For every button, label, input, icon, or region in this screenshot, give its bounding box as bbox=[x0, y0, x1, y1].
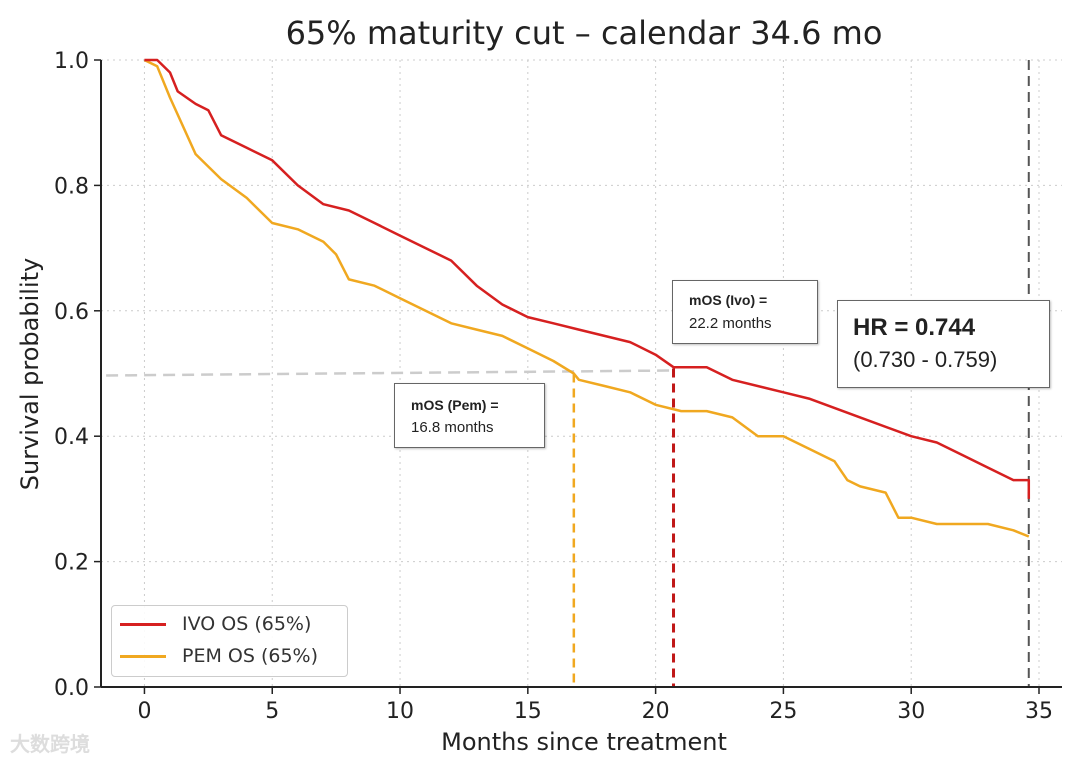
x-tick-label: 30 bbox=[897, 699, 925, 724]
y-tick-label: 1.0 bbox=[54, 49, 89, 74]
median-reference-line bbox=[106, 369, 674, 377]
y-tick-label: 0.8 bbox=[54, 174, 89, 199]
survival-curve-pem bbox=[143, 58, 1030, 538]
ivo-median-annotation: mOS (Ivo) = 22.2 months bbox=[672, 280, 818, 344]
hazard-ratio-ci: (0.730 - 0.759) bbox=[853, 347, 998, 372]
x-tick-label: 5 bbox=[265, 699, 279, 724]
legend-item-pem: PEM OS (65%) bbox=[120, 645, 318, 667]
x-tick-label: 10 bbox=[386, 699, 414, 724]
y-tick-label: 0.2 bbox=[54, 551, 89, 576]
hazard-ratio-value: HR = 0.744 bbox=[853, 314, 976, 341]
y-tick-label: 0.6 bbox=[54, 300, 89, 325]
chart-title: 65% maturity cut – calendar 34.6 mo bbox=[286, 14, 883, 52]
x-tick-label: 20 bbox=[642, 699, 670, 724]
x-tick-label: 35 bbox=[1025, 699, 1053, 724]
x-axis-label: Months since treatment bbox=[441, 728, 727, 756]
legend: IVO OS (65%) PEM OS (65%) bbox=[111, 605, 348, 677]
watermark: 大数跨境 bbox=[10, 732, 90, 756]
ivo-median-title: mOS (Ivo) = bbox=[689, 292, 768, 308]
x-tick-label: 0 bbox=[137, 699, 151, 724]
survival-curve-ivo bbox=[144, 58, 1031, 499]
x-tick-label: 25 bbox=[769, 699, 797, 724]
legend-item-ivo: IVO OS (65%) bbox=[120, 613, 311, 635]
pem-median-title: mOS (Pem) = bbox=[411, 397, 499, 413]
hazard-ratio-annotation: HR = 0.744 (0.730 - 0.759) bbox=[837, 300, 1050, 388]
legend-label-ivo: IVO OS (65%) bbox=[182, 613, 312, 635]
legend-label-pem: PEM OS (65%) bbox=[182, 645, 319, 667]
y-tick-label: 0.4 bbox=[54, 425, 89, 450]
legend-swatch-ivo bbox=[120, 622, 166, 626]
ivo-median-value: 22.2 months bbox=[689, 315, 772, 332]
legend-swatch-pem bbox=[120, 654, 166, 658]
pem-median-annotation: mOS (Pem) = 16.8 months bbox=[394, 383, 545, 448]
y-axis-label: Survival probability bbox=[16, 258, 44, 490]
pem-median-value: 16.8 months bbox=[411, 419, 494, 436]
y-tick-label: 0.0 bbox=[54, 676, 89, 701]
x-tick-label: 15 bbox=[514, 699, 542, 724]
